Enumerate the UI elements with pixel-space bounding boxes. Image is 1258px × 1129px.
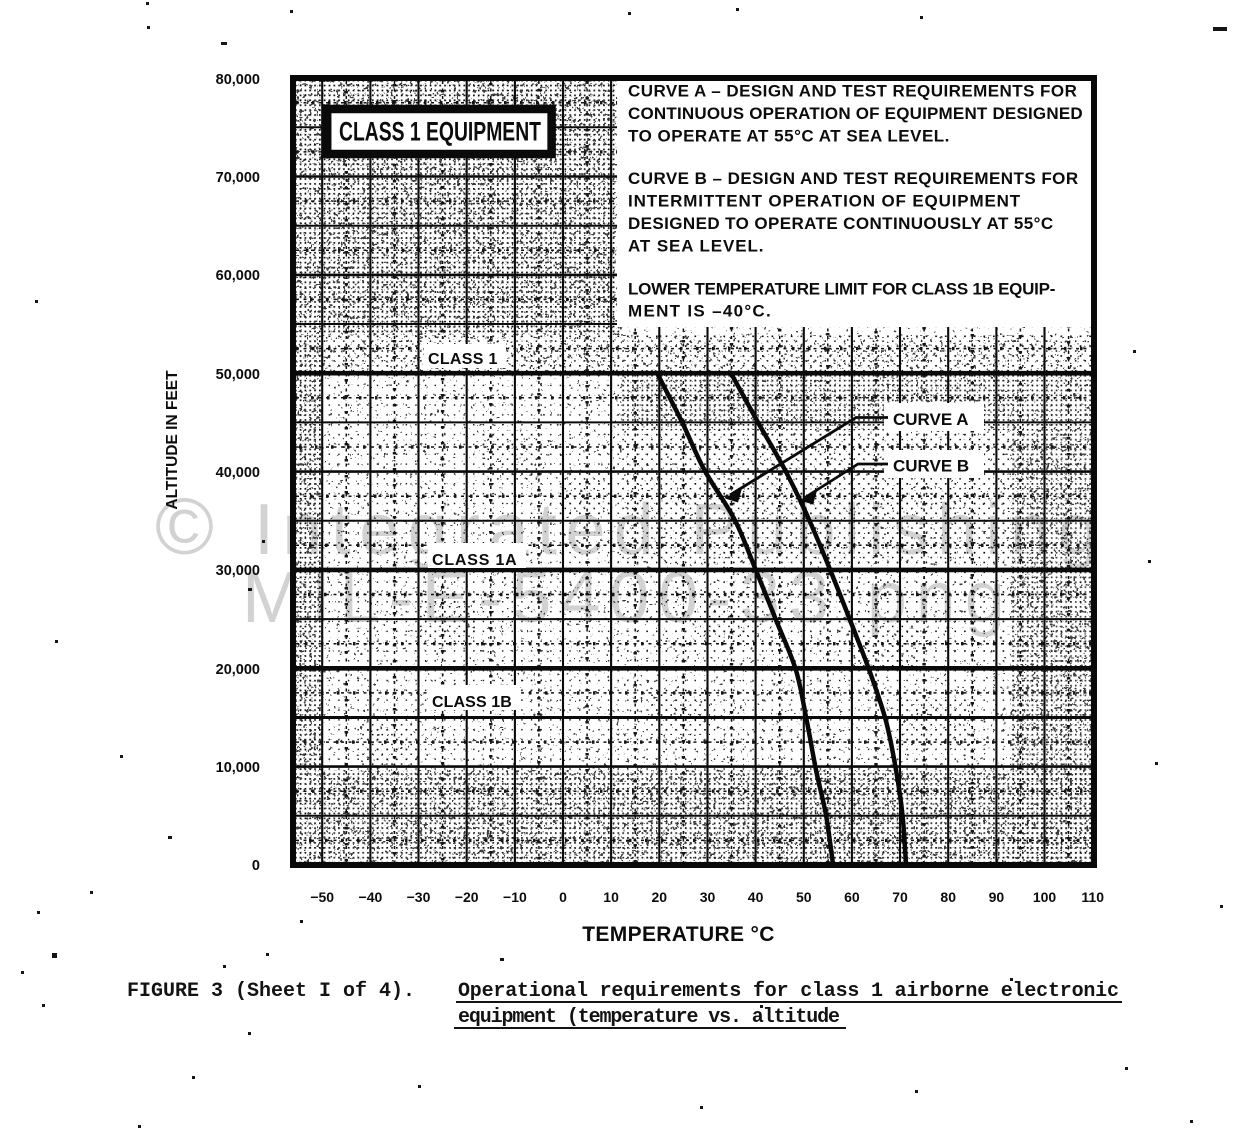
svg-text:FIGURE 3 (Sheet I of 4).: FIGURE 3 (Sheet I of 4). <box>127 980 415 1003</box>
svg-text:CONTINUOUS OPERATION OF EQUIPM: CONTINUOUS OPERATION OF EQUIPMENT DESIGN… <box>628 104 1083 123</box>
svg-text:20: 20 <box>652 889 668 905</box>
svg-text:CLASS 1: CLASS 1 <box>428 351 498 368</box>
svg-text:TEMPERATURE °C: TEMPERATURE °C <box>582 923 775 946</box>
svg-text:−10: −10 <box>503 889 527 905</box>
svg-text:0: 0 <box>252 858 260 874</box>
svg-text:MENT IS –40°C.: MENT IS –40°C. <box>628 302 772 321</box>
svg-text:DESIGNED TO OPERATE CONTINUOUS: DESIGNED TO OPERATE CONTINUOUSLY AT 55°C <box>628 214 1054 233</box>
svg-text:30,000: 30,000 <box>216 563 260 579</box>
svg-text:CURVE B: CURVE B <box>893 457 969 476</box>
svg-text:110: 110 <box>1081 889 1104 905</box>
svg-text:AT SEA LEVEL.: AT SEA LEVEL. <box>628 236 764 255</box>
svg-text:−20: −20 <box>455 889 479 905</box>
svg-text:CLASS 1 EQUIPMENT: CLASS 1 EQUIPMENT <box>339 117 541 147</box>
svg-text:50: 50 <box>796 889 812 905</box>
svg-text:CURVE A – DESIGN AND TEST REQU: CURVE A – DESIGN AND TEST REQUIREMENTS F… <box>628 82 1077 101</box>
svg-text:−40: −40 <box>359 889 383 905</box>
svg-text:10,000: 10,000 <box>216 760 260 776</box>
svg-text:60: 60 <box>844 889 860 905</box>
svg-text:40,000: 40,000 <box>216 465 260 481</box>
svg-text:INTERMITTENT OPERATION OF EQUI: INTERMITTENT OPERATION OF EQUIPMENT <box>628 192 1021 211</box>
svg-text:equipment (temperature vs. alt: equipment (temperature vs. altitude <box>458 1006 840 1029</box>
svg-text:30: 30 <box>700 889 716 905</box>
svg-text:80: 80 <box>940 889 956 905</box>
svg-text:CURVE B – DESIGN AND TEST REQU: CURVE B – DESIGN AND TEST REQUIREMENTS F… <box>628 169 1079 188</box>
svg-text:ALTITUDE IN FEET: ALTITUDE IN FEET <box>164 370 181 510</box>
svg-text:50,000: 50,000 <box>216 367 260 383</box>
svg-text:60,000: 60,000 <box>216 268 260 284</box>
svg-text:40: 40 <box>748 889 764 905</box>
svg-text:100: 100 <box>1033 889 1057 905</box>
svg-text:−50: −50 <box>310 889 334 905</box>
svg-text:CLASS 1B: CLASS 1B <box>432 694 512 711</box>
svg-text:70: 70 <box>892 889 908 905</box>
svg-text:CLASS 1A: CLASS 1A <box>432 552 518 569</box>
svg-text:70,000: 70,000 <box>216 170 260 186</box>
svg-text:CURVE A: CURVE A <box>893 410 969 429</box>
svg-text:10: 10 <box>603 889 619 905</box>
svg-text:−30: −30 <box>407 889 431 905</box>
svg-text:TO OPERATE AT 55°C AT SEA LEVE: TO OPERATE AT 55°C AT SEA LEVEL. <box>628 126 950 145</box>
svg-text:20,000: 20,000 <box>216 662 260 678</box>
svg-text:LOWER TEMPERATURE LIMIT FOR CL: LOWER TEMPERATURE LIMIT FOR CLASS 1B EQU… <box>628 280 1055 299</box>
svg-text:80,000: 80,000 <box>216 72 260 88</box>
svg-text:0: 0 <box>559 889 567 905</box>
svg-text:90: 90 <box>989 889 1005 905</box>
svg-text:Operational requirements for c: Operational requirements for class 1 air… <box>458 980 1119 1003</box>
